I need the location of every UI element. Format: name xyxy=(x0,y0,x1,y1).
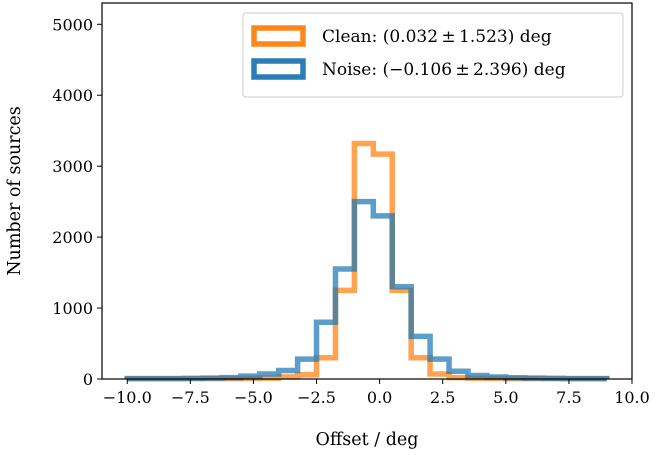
legend-label-0: Clean: (0.032 ± 1.523) deg xyxy=(322,27,552,47)
x-tick-label: −10.0 xyxy=(103,388,152,407)
series-1-histogram xyxy=(124,198,610,382)
legend-swatch-1 xyxy=(251,58,306,80)
y-axis-label: Number of sources xyxy=(5,106,25,276)
x-tick-label: 5.0 xyxy=(493,388,518,407)
series-layer xyxy=(124,140,610,382)
y-axis: 0 1000 2000 3000 4000 5000 xyxy=(52,15,102,389)
x-axis-label: Offset / deg xyxy=(316,430,419,450)
x-tick-label: 10.0 xyxy=(614,388,650,407)
legend-box xyxy=(242,12,624,98)
y-tick-label: 4000 xyxy=(52,86,93,105)
x-axis: −10.0 −7.5 −5.0 −2.5 0.0 2.5 5.0 7.5 10.0 xyxy=(103,379,650,407)
legend: Clean: (0.032 ± 1.523) deg Noise: (−0.106… xyxy=(242,12,624,98)
legend-label-1: Noise: (−0.106 ± 2.396) deg xyxy=(322,60,566,80)
series-0-histogram xyxy=(124,140,610,382)
x-tick-label: 7.5 xyxy=(556,388,581,407)
x-tick-label: 0.0 xyxy=(367,388,392,407)
y-tick-label: 2000 xyxy=(52,228,93,247)
plot-frame xyxy=(101,2,633,380)
y-tick-label: 0 xyxy=(83,370,93,389)
legend-swatch-0 xyxy=(251,25,306,47)
y-tick-label: 5000 xyxy=(52,15,93,34)
y-tick-label: 3000 xyxy=(52,157,93,176)
x-tick-label: −7.5 xyxy=(171,388,210,407)
y-tick-label: 1000 xyxy=(52,299,93,318)
x-tick-label: −2.5 xyxy=(297,388,336,407)
x-tick-label: 2.5 xyxy=(430,388,455,407)
x-tick-label: −5.0 xyxy=(234,388,273,407)
